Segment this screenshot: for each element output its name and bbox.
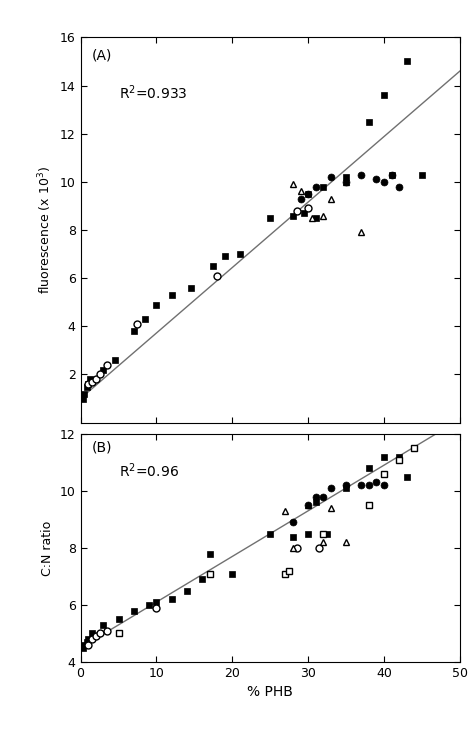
Text: (B): (B) [92, 441, 112, 455]
X-axis label: % PHB: % PHB [247, 685, 293, 699]
Text: (A): (A) [92, 49, 112, 63]
Y-axis label: C:N ratio: C:N ratio [41, 521, 55, 575]
Y-axis label: fluorescence (x 10$^3$): fluorescence (x 10$^3$) [36, 166, 55, 294]
Text: R$^2$=0.96: R$^2$=0.96 [118, 462, 179, 479]
Text: R$^2$=0.933: R$^2$=0.933 [118, 84, 187, 102]
